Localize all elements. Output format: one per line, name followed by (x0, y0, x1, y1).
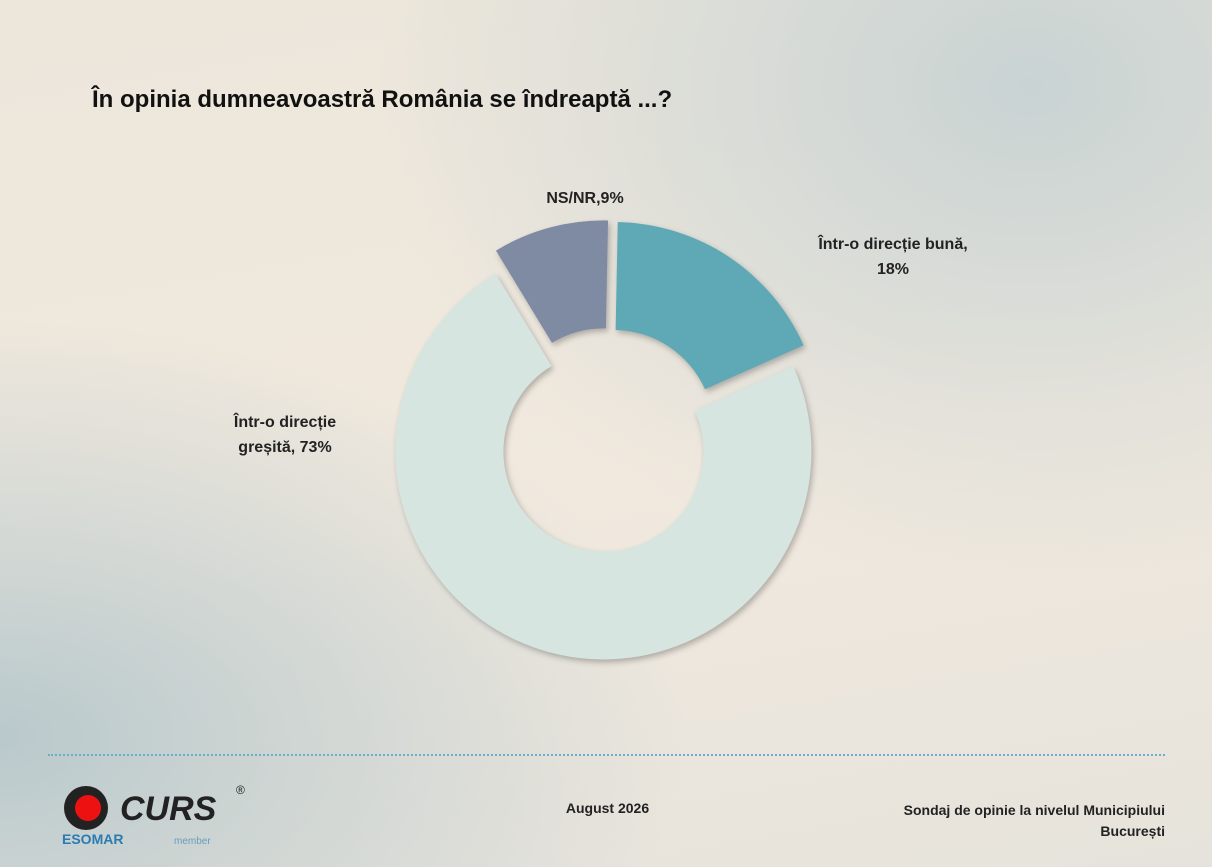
member-text: member (174, 836, 211, 847)
donut-slice (495, 220, 609, 343)
logo-mark-inner (75, 795, 101, 821)
survey-info: Sondaj de opinie la nivelul Municipiului… (903, 802, 1165, 839)
donut-slice (395, 273, 812, 660)
data-label: Într-o direcție bună, 18% (818, 236, 968, 278)
date: August 2026 (565, 800, 650, 816)
separator (48, 754, 1165, 756)
chart-title: În opinia dumneavoastră România se îndre… (92, 86, 673, 113)
esomar-text: ESOMAR (62, 831, 123, 847)
logo: CURS ® ESOMAR member (62, 783, 245, 847)
data-label: Într-o direcție greșită, 73% (233, 414, 337, 456)
donut-chart (395, 220, 812, 660)
logo-text: CURS (120, 790, 217, 828)
registered-mark: ® (236, 783, 245, 797)
data-label: NS/NR,9% (546, 190, 624, 207)
donut-slice (615, 222, 804, 390)
